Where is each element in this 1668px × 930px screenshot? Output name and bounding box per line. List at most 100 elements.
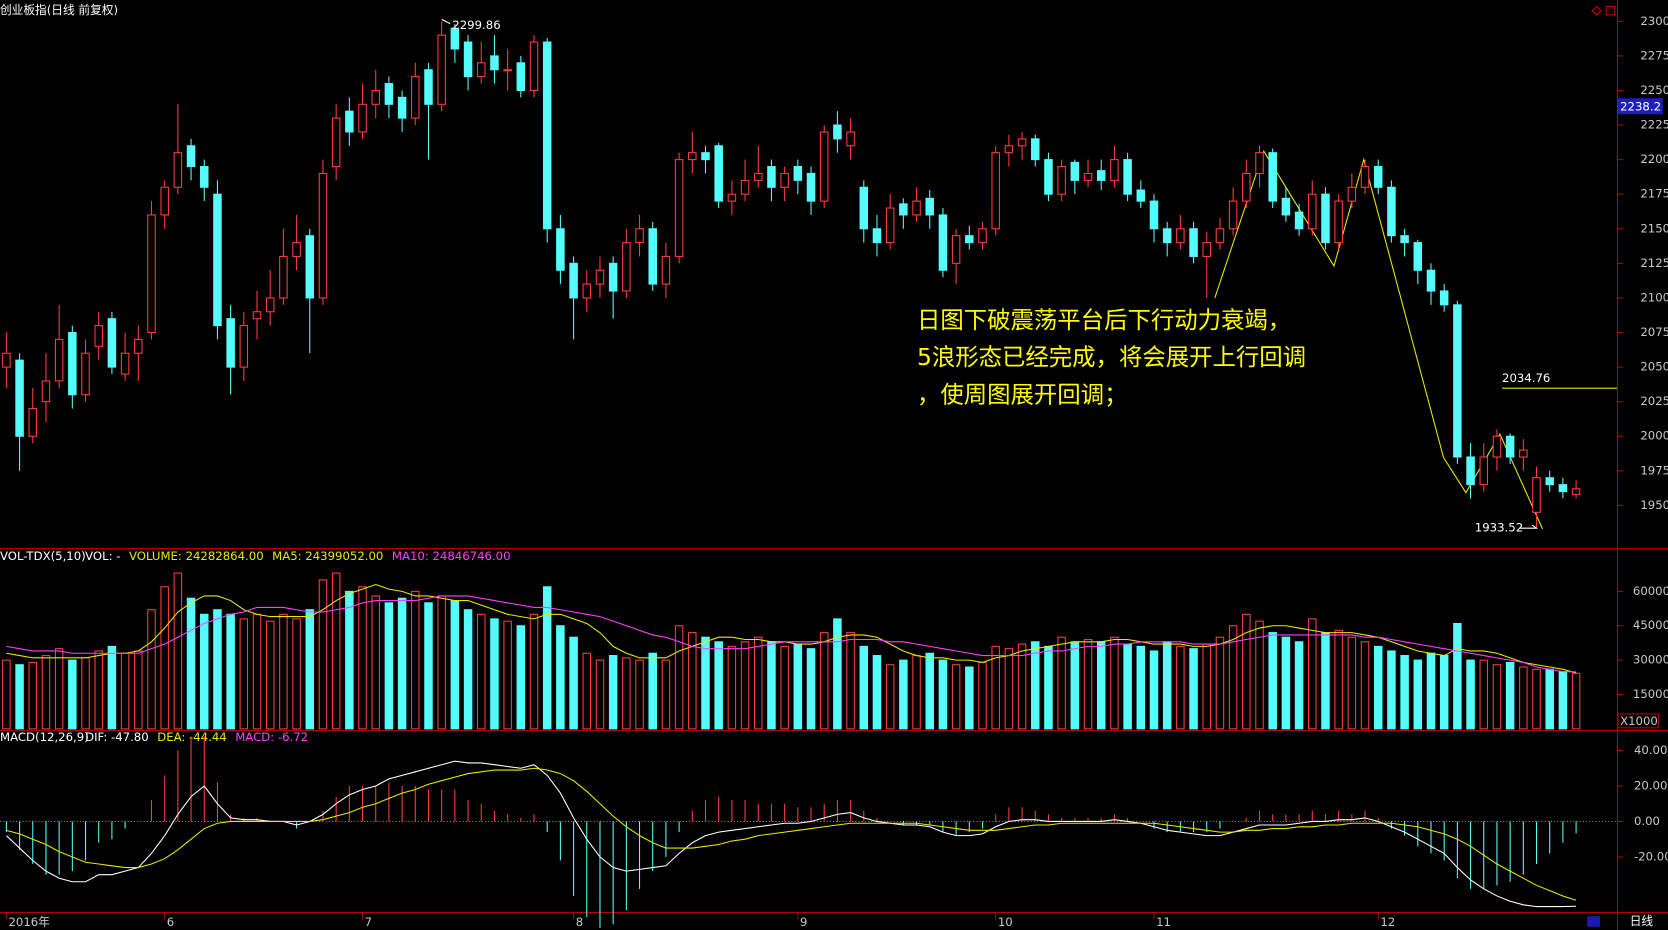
candle-body [173, 152, 183, 188]
candle-body [1281, 197, 1291, 216]
candle-body [1004, 145, 1014, 154]
candle-body [1149, 200, 1159, 230]
candle-body [1215, 228, 1225, 244]
candle-body [2, 352, 11, 368]
volume-bar [1426, 652, 1436, 730]
volume-bar [899, 659, 908, 730]
candle-body [1136, 189, 1146, 202]
volume-bar [107, 645, 117, 730]
candle-body [622, 242, 631, 292]
candle-body [318, 172, 328, 299]
volume-bar [688, 632, 697, 730]
candle-body [1400, 235, 1409, 244]
volume-bar [1334, 629, 1343, 730]
candle-body [463, 41, 473, 78]
volume-bar [15, 664, 24, 730]
volume-bar [1215, 636, 1225, 730]
volume-bar [1505, 661, 1515, 730]
candle-body [1110, 159, 1119, 181]
volume-bar [1162, 641, 1172, 730]
volume-bar [1123, 643, 1132, 730]
candle-body [384, 83, 394, 105]
candle-body [1492, 435, 1502, 458]
candle-body [345, 110, 354, 133]
icon[interactable] [1591, 5, 1602, 16]
candle-body [1347, 186, 1357, 202]
candle-body [833, 124, 842, 140]
x-tick-label: 6 [167, 915, 174, 929]
candle-body [160, 186, 169, 216]
volume-bar [661, 659, 671, 730]
candle-body [1123, 159, 1132, 195]
candle-body [1532, 477, 1541, 513]
y-tick-label: 0.00 [1634, 814, 1660, 828]
icon[interactable] [1605, 5, 1616, 16]
volume-bar [1031, 641, 1040, 730]
volume-bar [1321, 632, 1330, 730]
volume-bar [991, 645, 1000, 730]
volume-bar [1387, 650, 1396, 730]
volume-bar [767, 641, 776, 730]
candle-body [1202, 242, 1212, 257]
candle-body [885, 207, 895, 244]
legend-entry: VOLUME: 24282864.00 [129, 549, 264, 563]
volume-bar [1347, 636, 1357, 730]
candle-body [1321, 193, 1330, 244]
volume-bar [542, 586, 552, 730]
candle-body [1439, 290, 1449, 306]
volume-bar [819, 632, 829, 730]
volume-bar [147, 609, 156, 730]
y-tick-label: 20.00 [1634, 778, 1667, 792]
candle-body [107, 318, 117, 368]
volume-bar [1519, 666, 1528, 730]
volume-bar [199, 613, 209, 730]
candle-body [714, 145, 723, 202]
candle-body [213, 193, 222, 327]
volume-bar [94, 650, 103, 730]
candle-body [793, 165, 803, 181]
candle-body [1545, 477, 1554, 486]
volume-bar [516, 625, 526, 730]
candle-body [648, 228, 657, 285]
volume-bar [1017, 643, 1027, 730]
candle-body [371, 89, 380, 105]
volume-bar [740, 641, 750, 730]
y-tick-label: 2175 [1640, 187, 1668, 201]
ma-line [6, 595, 1577, 673]
candle-body [1228, 200, 1238, 230]
candle-body [147, 214, 156, 334]
candle-body [978, 228, 987, 244]
candle-body [1096, 170, 1106, 181]
candle-body [1083, 172, 1093, 181]
candle-body [81, 352, 90, 396]
candle-body [1373, 165, 1383, 188]
volume-bar [213, 609, 222, 730]
candle-body [476, 62, 486, 78]
legend-entry: MACD: -6.72 [235, 730, 308, 744]
unit-box [1617, 713, 1659, 729]
candle-body [1571, 488, 1581, 495]
volume-bar [134, 650, 143, 730]
period-label: 日线 [1630, 914, 1654, 928]
volume-bar [1466, 659, 1475, 730]
candle-body [1519, 449, 1528, 458]
volume-bar [1268, 632, 1277, 730]
volume-bar [1294, 641, 1304, 730]
volume-bar [1308, 618, 1317, 730]
volume-bar [1400, 655, 1409, 730]
scroll-box[interactable] [1587, 916, 1600, 927]
volume-bar [120, 652, 130, 730]
volume-bar [1571, 672, 1581, 730]
x-tick-label: 10 [998, 915, 1013, 929]
candle-body [331, 117, 341, 168]
y-tick-label: 2025 [1640, 394, 1668, 408]
candle-body [1505, 435, 1515, 458]
candle-body [1255, 152, 1264, 174]
y-tick-label: -20.00 [1634, 849, 1668, 863]
ma-line [6, 583, 1577, 674]
y-tick-label: 2125 [1640, 256, 1668, 270]
y-tick-label: 1950 [1640, 498, 1668, 512]
volume-bar [68, 659, 77, 730]
